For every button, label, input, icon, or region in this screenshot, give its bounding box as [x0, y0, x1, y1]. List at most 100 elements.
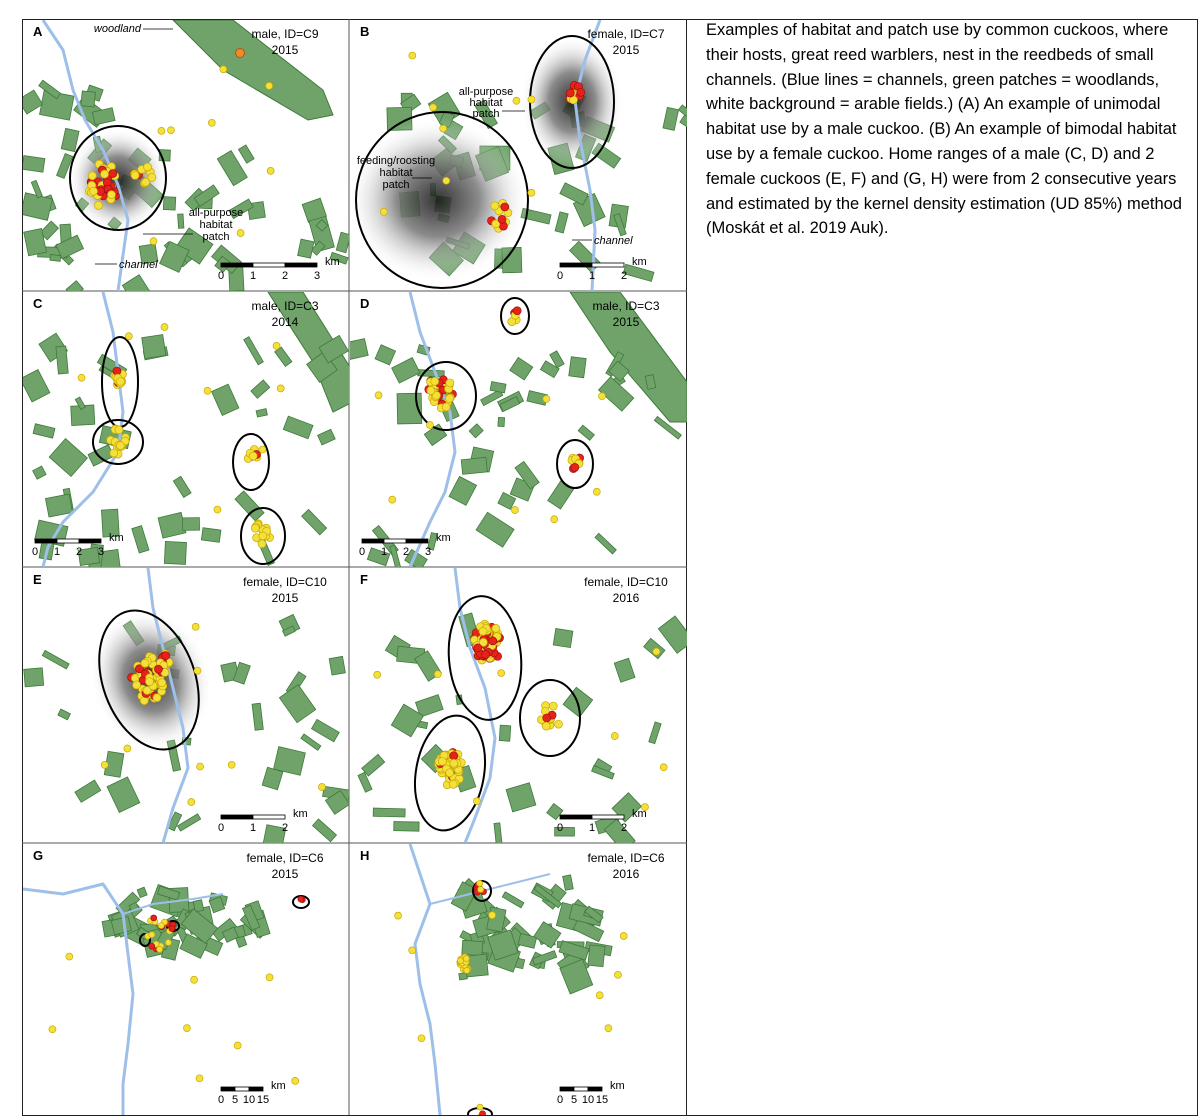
gps-fix-yellow	[228, 761, 235, 768]
woodland-patch	[137, 887, 147, 897]
woodland-patch	[375, 345, 395, 365]
scale-tick-label: 1	[589, 822, 595, 834]
panel-year-label: 2016	[613, 867, 640, 881]
gps-fix-yellow	[542, 722, 550, 730]
woodland-patch	[658, 616, 693, 653]
gps-fix-yellow	[141, 659, 149, 667]
gps-fix-yellow	[479, 627, 487, 635]
woodland-patch	[20, 370, 50, 402]
gps-fix-yellow	[107, 191, 115, 199]
gps-fix-yellow	[161, 323, 168, 330]
gps-fix-yellow	[149, 932, 155, 938]
woodland-patch	[81, 91, 96, 107]
annotation-channel: channel	[119, 259, 158, 271]
woodland-patch	[569, 357, 586, 378]
woodland-patch	[373, 808, 405, 817]
scale-tick-label: 1	[381, 546, 387, 558]
scale-bar-segment	[253, 815, 285, 819]
gps-fix-yellow	[292, 1077, 299, 1084]
gps-fix-yellow	[492, 624, 500, 632]
gps-fix-yellow	[125, 333, 132, 340]
gps-fix-yellow	[653, 648, 660, 655]
gps-fix-red	[513, 307, 521, 315]
gps-fix-yellow	[593, 488, 600, 495]
woodland-patch	[238, 145, 254, 163]
gps-fix-yellow	[477, 1104, 483, 1110]
gps-fix-yellow	[131, 171, 139, 179]
panel-letter: B	[360, 24, 369, 39]
gps-fix-yellow	[208, 119, 215, 126]
woodland-patch	[244, 337, 264, 365]
scale-unit: km	[325, 256, 340, 268]
scale-bar-segment	[406, 539, 428, 543]
gps-fix-yellow	[49, 1026, 56, 1033]
scale-tick-label: 3	[425, 546, 431, 558]
scale-tick-label: 0	[218, 822, 224, 834]
gps-fix-yellow	[389, 496, 396, 503]
gps-fix-yellow	[88, 172, 96, 180]
gps-fix-orange	[236, 49, 245, 58]
scale-tick-label: 15	[257, 1094, 269, 1106]
woodland-patch	[392, 358, 420, 384]
gps-fix-red	[154, 665, 162, 673]
woodland-patch	[122, 275, 154, 310]
panel-id-label: male, ID=C3	[592, 299, 659, 313]
gps-fix-yellow	[430, 104, 437, 111]
scale-bar-segment	[592, 263, 624, 267]
gps-fix-red	[450, 752, 458, 760]
woodland-patch	[163, 197, 175, 210]
woodland-patch	[329, 656, 345, 675]
scale-bar-segment	[560, 263, 592, 267]
gps-fix-red	[480, 1111, 486, 1115]
scale-bar-segment	[79, 539, 101, 543]
gps-fix-yellow	[116, 442, 124, 450]
gps-fix-yellow	[157, 946, 163, 952]
woodland-patch	[301, 734, 321, 750]
woodland-patch	[595, 533, 616, 554]
scale-bar-segment	[362, 539, 384, 543]
gps-fix-red	[566, 89, 574, 97]
panel-letter: F	[360, 572, 368, 587]
woodland-patch	[563, 875, 574, 890]
annotation-text: all-purpose	[189, 207, 243, 219]
gps-fix-yellow	[192, 623, 199, 630]
scale-tick-label: 10	[243, 1094, 255, 1106]
panel-year-label: 2015	[613, 315, 640, 329]
gps-fix-yellow	[266, 974, 273, 981]
gps-fix-yellow	[196, 1075, 203, 1082]
panel-year-label: 2014	[272, 315, 299, 329]
gps-fix-yellow	[267, 167, 274, 174]
gps-fix-yellow	[90, 187, 98, 195]
woodland-patch	[588, 945, 605, 967]
gps-fix-yellow	[251, 524, 259, 532]
panel-id-label: male, ID=C9	[251, 27, 318, 41]
scale-tick-label: 3	[98, 546, 104, 558]
woodland-patch	[33, 424, 55, 438]
gps-fix-yellow	[94, 201, 102, 209]
woodland-patch	[164, 541, 186, 564]
gps-fix-red	[169, 926, 175, 932]
woodland-patch	[449, 476, 477, 505]
gps-fix-yellow	[167, 127, 174, 134]
scale-tick-label: 0	[557, 270, 563, 282]
scale-tick-label: 3	[314, 270, 320, 282]
woodland-patch	[362, 754, 385, 776]
gps-fix-red	[151, 915, 157, 921]
woodland-patch	[75, 780, 101, 802]
gps-fix-yellow	[234, 1042, 241, 1049]
gps-fix-yellow	[513, 97, 520, 104]
annotation-text: habitat	[199, 219, 232, 231]
gps-fix-yellow	[375, 392, 382, 399]
gps-fix-yellow	[150, 238, 157, 245]
woodland-patch	[494, 823, 503, 854]
gps-fix-yellow	[528, 189, 535, 196]
gps-fix-yellow	[115, 426, 123, 434]
scale-tick-label: 10	[582, 1094, 594, 1106]
woodland-patch	[663, 107, 679, 130]
gps-fix-yellow	[188, 798, 195, 805]
scale-tick-label: 0	[557, 822, 563, 834]
gps-fix-yellow	[596, 992, 603, 999]
panel-id-label: female, ID=C6	[587, 851, 664, 865]
